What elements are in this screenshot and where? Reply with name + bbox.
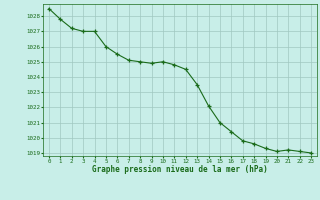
X-axis label: Graphe pression niveau de la mer (hPa): Graphe pression niveau de la mer (hPa) bbox=[92, 165, 268, 174]
